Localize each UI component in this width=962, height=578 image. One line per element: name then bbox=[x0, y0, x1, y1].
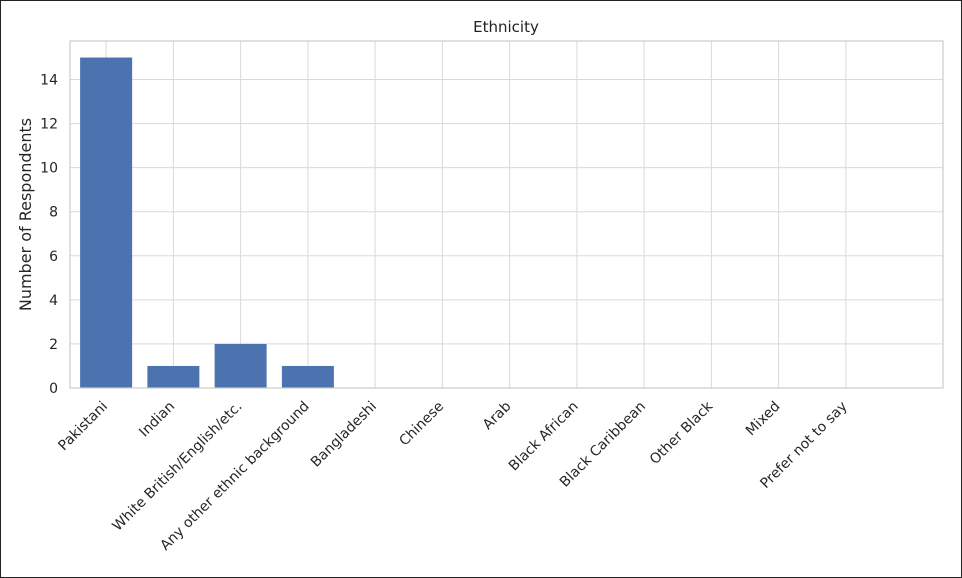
plot-border bbox=[69, 40, 944, 389]
x-tick-label: White British/English/etc. bbox=[110, 399, 246, 535]
y-tick-labels: 0 2 4 6 8 10 12 14 bbox=[40, 73, 58, 397]
y-tick-label: 10 bbox=[40, 161, 58, 177]
chart-title: Ethnicity bbox=[473, 18, 539, 36]
grid-layer bbox=[70, 41, 943, 389]
x-tick-label: Black African bbox=[506, 399, 582, 475]
x-tick-label: Other Black bbox=[647, 398, 717, 468]
y-tick-label: 0 bbox=[49, 381, 58, 397]
y-tick-label: 12 bbox=[40, 117, 58, 133]
x-tick-label: Chinese bbox=[396, 399, 447, 450]
bar-any-other-ethnic-background bbox=[281, 365, 334, 388]
y-tick-label: 8 bbox=[49, 205, 58, 221]
x-tick-label: Any other ethnic background bbox=[157, 399, 312, 554]
y-tick-label: 2 bbox=[49, 337, 58, 353]
bar-white-british-english-etc bbox=[214, 343, 267, 388]
x-tick-label: Arab bbox=[480, 398, 515, 433]
bar-indian bbox=[147, 365, 200, 388]
y-tick-label: 4 bbox=[49, 293, 58, 309]
x-tick-label: Bangladeshi bbox=[308, 399, 380, 471]
bar-pakistani bbox=[80, 57, 133, 389]
x-tick-label: Pakistani bbox=[55, 399, 111, 455]
y-axis-label: Number of Respondents bbox=[16, 118, 35, 311]
x-tick-label: Mixed bbox=[743, 399, 784, 440]
bars-layer bbox=[80, 57, 334, 389]
y-tick-label: 6 bbox=[49, 249, 58, 265]
x-tick-label: Indian bbox=[136, 399, 178, 441]
y-tick-label: 14 bbox=[40, 73, 58, 89]
